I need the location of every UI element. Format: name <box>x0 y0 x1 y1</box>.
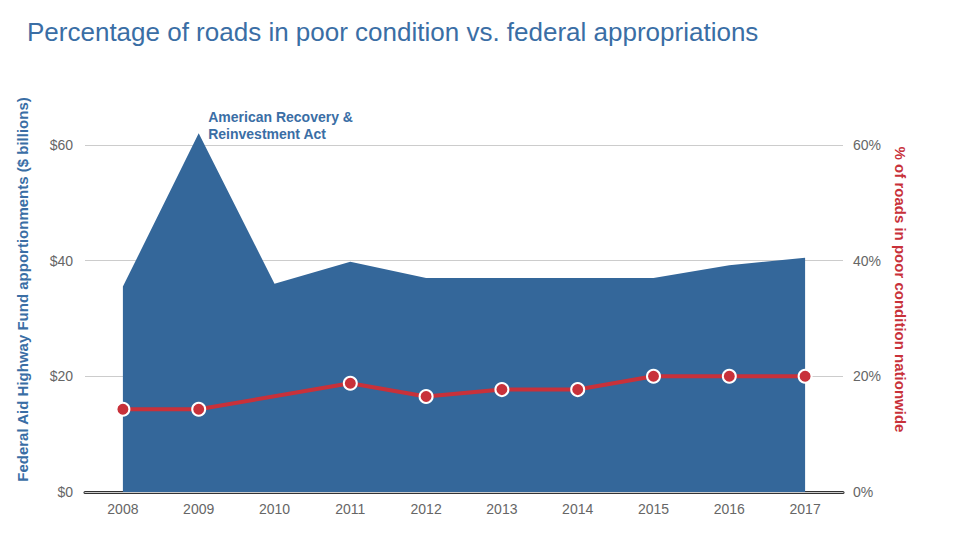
svg-text:2008: 2008 <box>107 501 138 517</box>
svg-text:2011: 2011 <box>335 501 365 517</box>
svg-text:2013: 2013 <box>486 501 517 517</box>
svg-text:40%: 40% <box>853 253 881 269</box>
svg-text:2014: 2014 <box>562 501 593 517</box>
svg-text:% of roads in poor condition n: % of roads in poor condition nationwide <box>892 147 909 433</box>
svg-text:Percentage of roads in poor co: Percentage of roads in poor condition vs… <box>27 17 758 47</box>
svg-text:$60: $60 <box>50 137 74 153</box>
svg-text:2010: 2010 <box>259 501 290 517</box>
svg-text:Federal Aid Highway Fund appor: Federal Aid Highway Fund apportionments … <box>14 97 31 481</box>
svg-text:$0: $0 <box>57 484 73 500</box>
svg-text:20%: 20% <box>853 368 881 384</box>
svg-text:2009: 2009 <box>183 501 214 517</box>
svg-text:$20: $20 <box>50 368 74 384</box>
svg-text:2016: 2016 <box>714 501 745 517</box>
svg-text:0%: 0% <box>853 484 873 500</box>
svg-text:$40: $40 <box>50 253 74 269</box>
svg-text:2015: 2015 <box>638 501 669 517</box>
svg-text:2017: 2017 <box>790 501 821 517</box>
svg-text:American Recovery &: American Recovery & <box>208 109 357 125</box>
svg-text:2012: 2012 <box>411 501 442 517</box>
svg-text:60%: 60% <box>853 137 881 153</box>
svg-text:Reinvestment Act: Reinvestment Act <box>208 126 326 142</box>
